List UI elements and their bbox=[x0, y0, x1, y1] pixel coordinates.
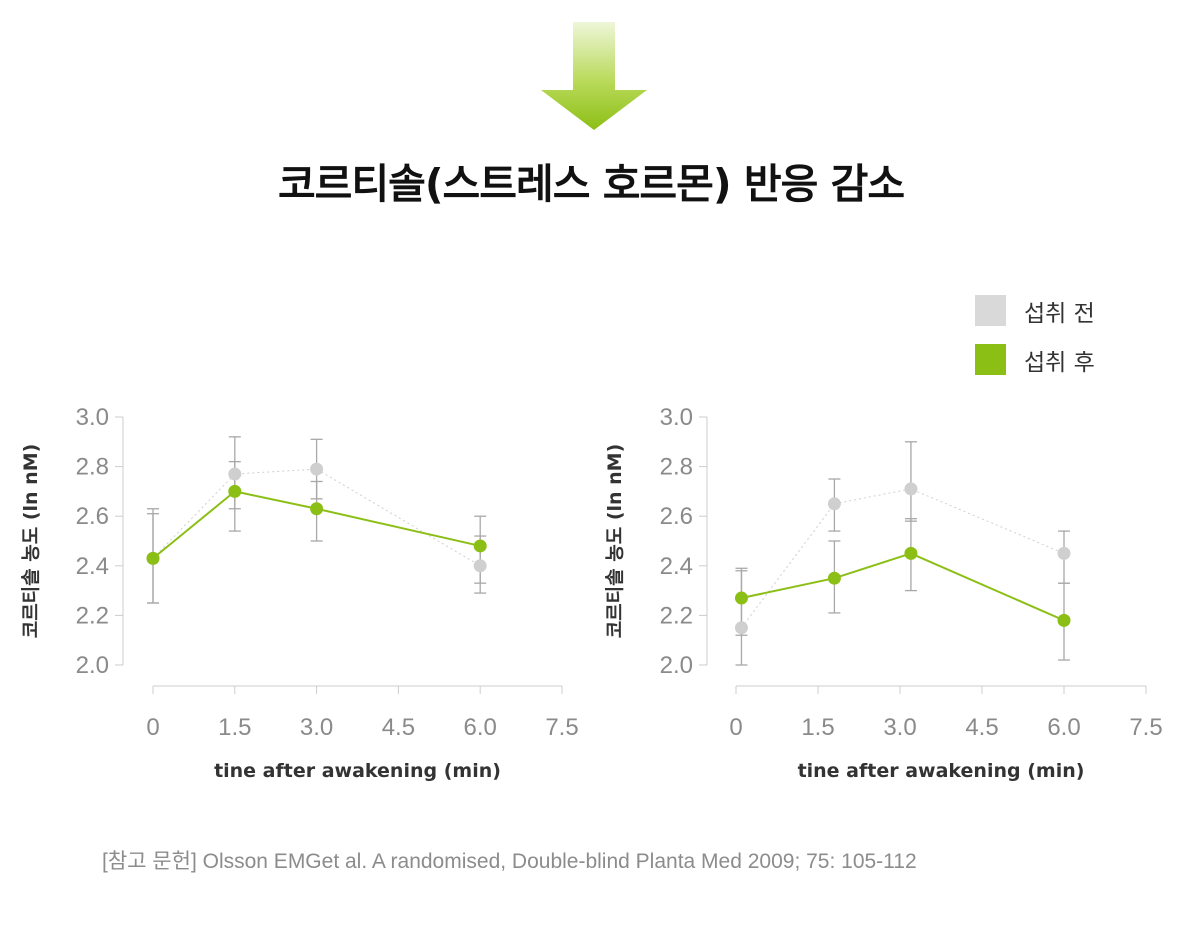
chart2-y-tick-label: 2.6 bbox=[660, 503, 693, 530]
reference-text: [참고 문헌] Olsson EMGet al. A randomised, D… bbox=[102, 850, 917, 873]
chart2-x-tick-label: 0 bbox=[729, 714, 742, 741]
legend-label-before: 섭취 전 bbox=[1024, 300, 1095, 327]
chart1-y-tick-label: 2.4 bbox=[76, 553, 109, 580]
chart1-after-data-point bbox=[473, 539, 487, 553]
chart1-y-tick-label: 2.0 bbox=[76, 652, 109, 679]
chart2-before-data-point bbox=[827, 497, 841, 511]
legend-item-after: 섭취 후 bbox=[975, 342, 1095, 377]
chart1-before-data-point bbox=[310, 462, 324, 476]
chart2-before-series-line bbox=[741, 488, 1065, 629]
chart2-after-data-point bbox=[827, 571, 841, 585]
chart-legend: 섭취 전 섭취 후 bbox=[975, 293, 1095, 391]
page-title: 코르티솔(스트레스 호르몬) 반응 감소 bbox=[277, 160, 905, 208]
chart1-after-data-point bbox=[146, 551, 160, 565]
chart1-y-tick-label: 2.8 bbox=[76, 454, 109, 481]
chart1-x-tick-label: 0 bbox=[146, 714, 159, 741]
legend-item-before: 섭취 전 bbox=[975, 293, 1095, 328]
chart2-y-tick-label: 3.0 bbox=[660, 404, 693, 431]
chart1-x-tick-label: 3.0 bbox=[300, 714, 333, 741]
chart1-y-tick-label: 2.2 bbox=[76, 602, 109, 629]
chart1-before-data-point bbox=[473, 559, 487, 573]
chart2-after-data-point bbox=[904, 546, 918, 560]
chart2-x-tick-label: 7.5 bbox=[1129, 714, 1162, 741]
chart1-x-tick-label: 1.5 bbox=[218, 714, 251, 741]
chart2-y-tick-label: 2.4 bbox=[660, 553, 693, 580]
chart1-y-axis-title: 코르티솔 농도 (ln nM) bbox=[20, 444, 42, 639]
chart1-x-tick-label: 6.0 bbox=[464, 714, 497, 741]
chart1-y-tick-label: 2.6 bbox=[76, 503, 109, 530]
chart1-y-tick-label: 3.0 bbox=[76, 404, 109, 431]
chart2-before-data-point bbox=[904, 482, 918, 496]
chart1-x-tick-label: 4.5 bbox=[382, 714, 415, 741]
legend-swatch-before bbox=[975, 295, 1006, 326]
legend-swatch-after bbox=[975, 344, 1006, 375]
chart2-x-tick-label: 6.0 bbox=[1047, 714, 1080, 741]
chart1-after-data-point bbox=[228, 484, 242, 498]
chart1-before-data-point bbox=[228, 467, 242, 481]
chart2-y-tick-label: 2.8 bbox=[660, 454, 693, 481]
chart2-before-data-point bbox=[734, 621, 748, 635]
chart1-x-axis-title: tine after awakening (min) bbox=[214, 760, 501, 782]
down-arrow-icon bbox=[541, 22, 647, 130]
chart1-x-tick-label: 7.5 bbox=[545, 714, 578, 741]
chart2-after-series-line bbox=[741, 552, 1065, 622]
legend-label-after: 섭취 후 bbox=[1024, 349, 1095, 376]
chart1-after-data-point bbox=[310, 502, 324, 516]
chart2-y-axis-title: 코르티솔 농도 (ln nM) bbox=[604, 444, 626, 639]
chart2-y-tick-label: 2.0 bbox=[660, 652, 693, 679]
chart2-x-tick-label: 1.5 bbox=[801, 714, 834, 741]
chart1-after-series-line bbox=[152, 490, 481, 560]
chart2-y-tick-label: 2.2 bbox=[660, 602, 693, 629]
chart2-x-tick-label: 4.5 bbox=[965, 714, 998, 741]
chart2-x-axis-title: tine after awakening (min) bbox=[798, 760, 1085, 782]
chart2-before-data-point bbox=[1057, 546, 1071, 560]
chart2-after-data-point bbox=[1057, 613, 1071, 627]
chart2-after-data-point bbox=[734, 591, 748, 605]
chart2-x-tick-label: 3.0 bbox=[883, 714, 916, 741]
